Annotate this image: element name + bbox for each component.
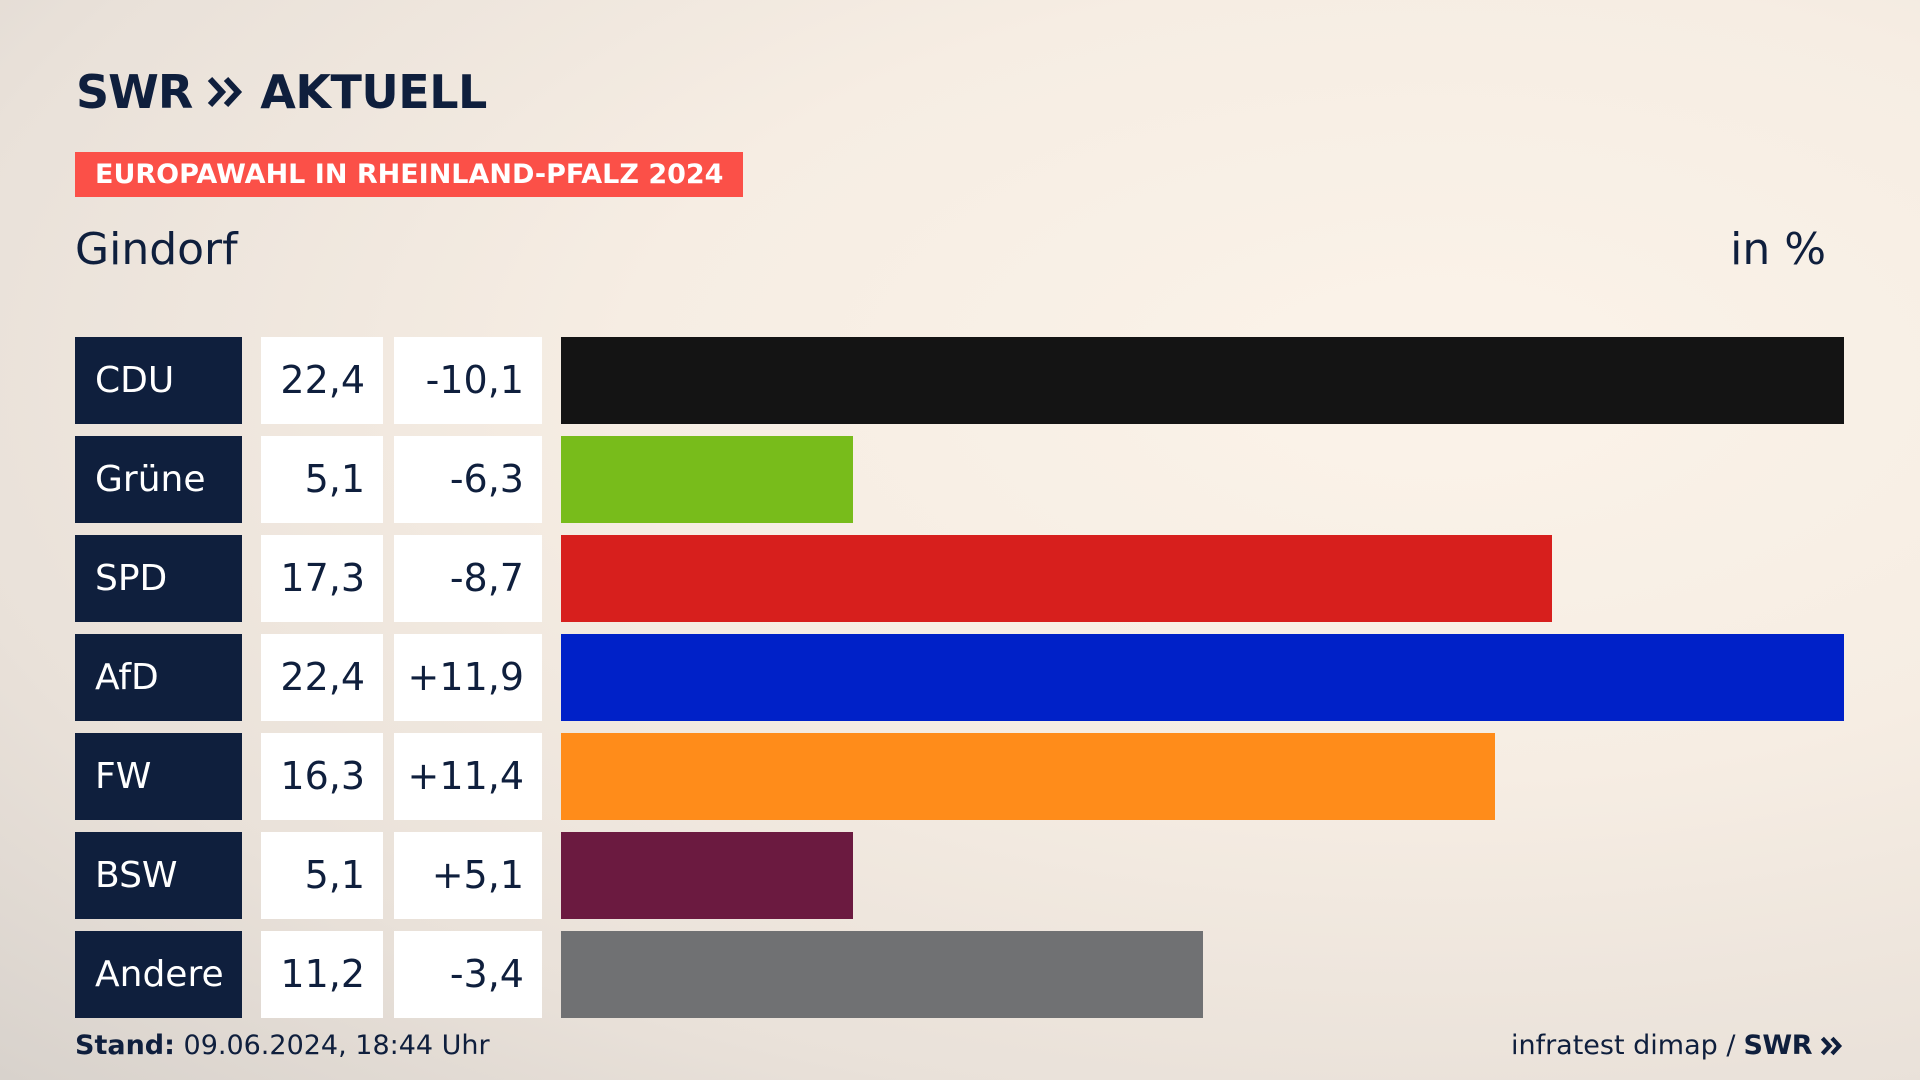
logo-double-chevron-icon — [208, 76, 243, 108]
result-bar — [561, 337, 1844, 424]
vote-diff-label: +11,9 — [394, 634, 542, 721]
result-bar — [561, 733, 1495, 820]
party-label: AfD — [75, 634, 242, 721]
vote-diff-label: -10,1 — [394, 337, 542, 424]
logo-swr-text: SWR — [76, 65, 193, 119]
vote-diff-label: +11,4 — [394, 733, 542, 820]
swr-aktuell-logo: SWR AKTUELL — [76, 62, 487, 122]
place-title: Gindorf — [75, 224, 238, 275]
result-bar — [561, 634, 1844, 721]
source-swr-logo: SWR — [1743, 1030, 1812, 1061]
vote-share-label: 17,3 — [261, 535, 383, 622]
result-bar — [561, 535, 1552, 622]
vote-diff-label: +5,1 — [394, 832, 542, 919]
election-banner: EUROPAWAHL IN RHEINLAND-PFALZ 2024 — [75, 152, 744, 197]
vote-diff-label: -8,7 — [394, 535, 542, 622]
stand-label: Stand: — [75, 1030, 175, 1061]
vote-share-label: 5,1 — [261, 832, 383, 919]
result-bar — [561, 931, 1203, 1018]
party-label: Andere — [75, 931, 242, 1018]
unit-label: in % — [1730, 224, 1826, 275]
logo-aktuell-text: AKTUELL — [260, 65, 487, 119]
result-bar — [561, 436, 853, 523]
party-label: BSW — [75, 832, 242, 919]
stand-value: 09.06.2024, 18:44 Uhr — [183, 1030, 490, 1061]
source-double-chevron-icon — [1820, 1036, 1843, 1056]
source-credit: infratest dimap / SWR — [1511, 1027, 1844, 1065]
party-label: FW — [75, 733, 242, 820]
vote-share-label: 16,3 — [261, 733, 383, 820]
party-label: Grüne — [75, 436, 242, 523]
party-label: SPD — [75, 535, 242, 622]
timestamp: Stand: 09.06.2024, 18:44 Uhr — [75, 1027, 490, 1065]
vote-share-label: 22,4 — [261, 337, 383, 424]
vote-share-label: 11,2 — [261, 931, 383, 1018]
source-text: infratest dimap / — [1510, 1030, 1736, 1061]
vote-diff-label: -3,4 — [394, 931, 542, 1018]
result-bar — [561, 832, 853, 919]
vote-share-label: 22,4 — [261, 634, 383, 721]
vote-diff-label: -6,3 — [394, 436, 542, 523]
vote-share-label: 5,1 — [261, 436, 383, 523]
party-label: CDU — [75, 337, 242, 424]
